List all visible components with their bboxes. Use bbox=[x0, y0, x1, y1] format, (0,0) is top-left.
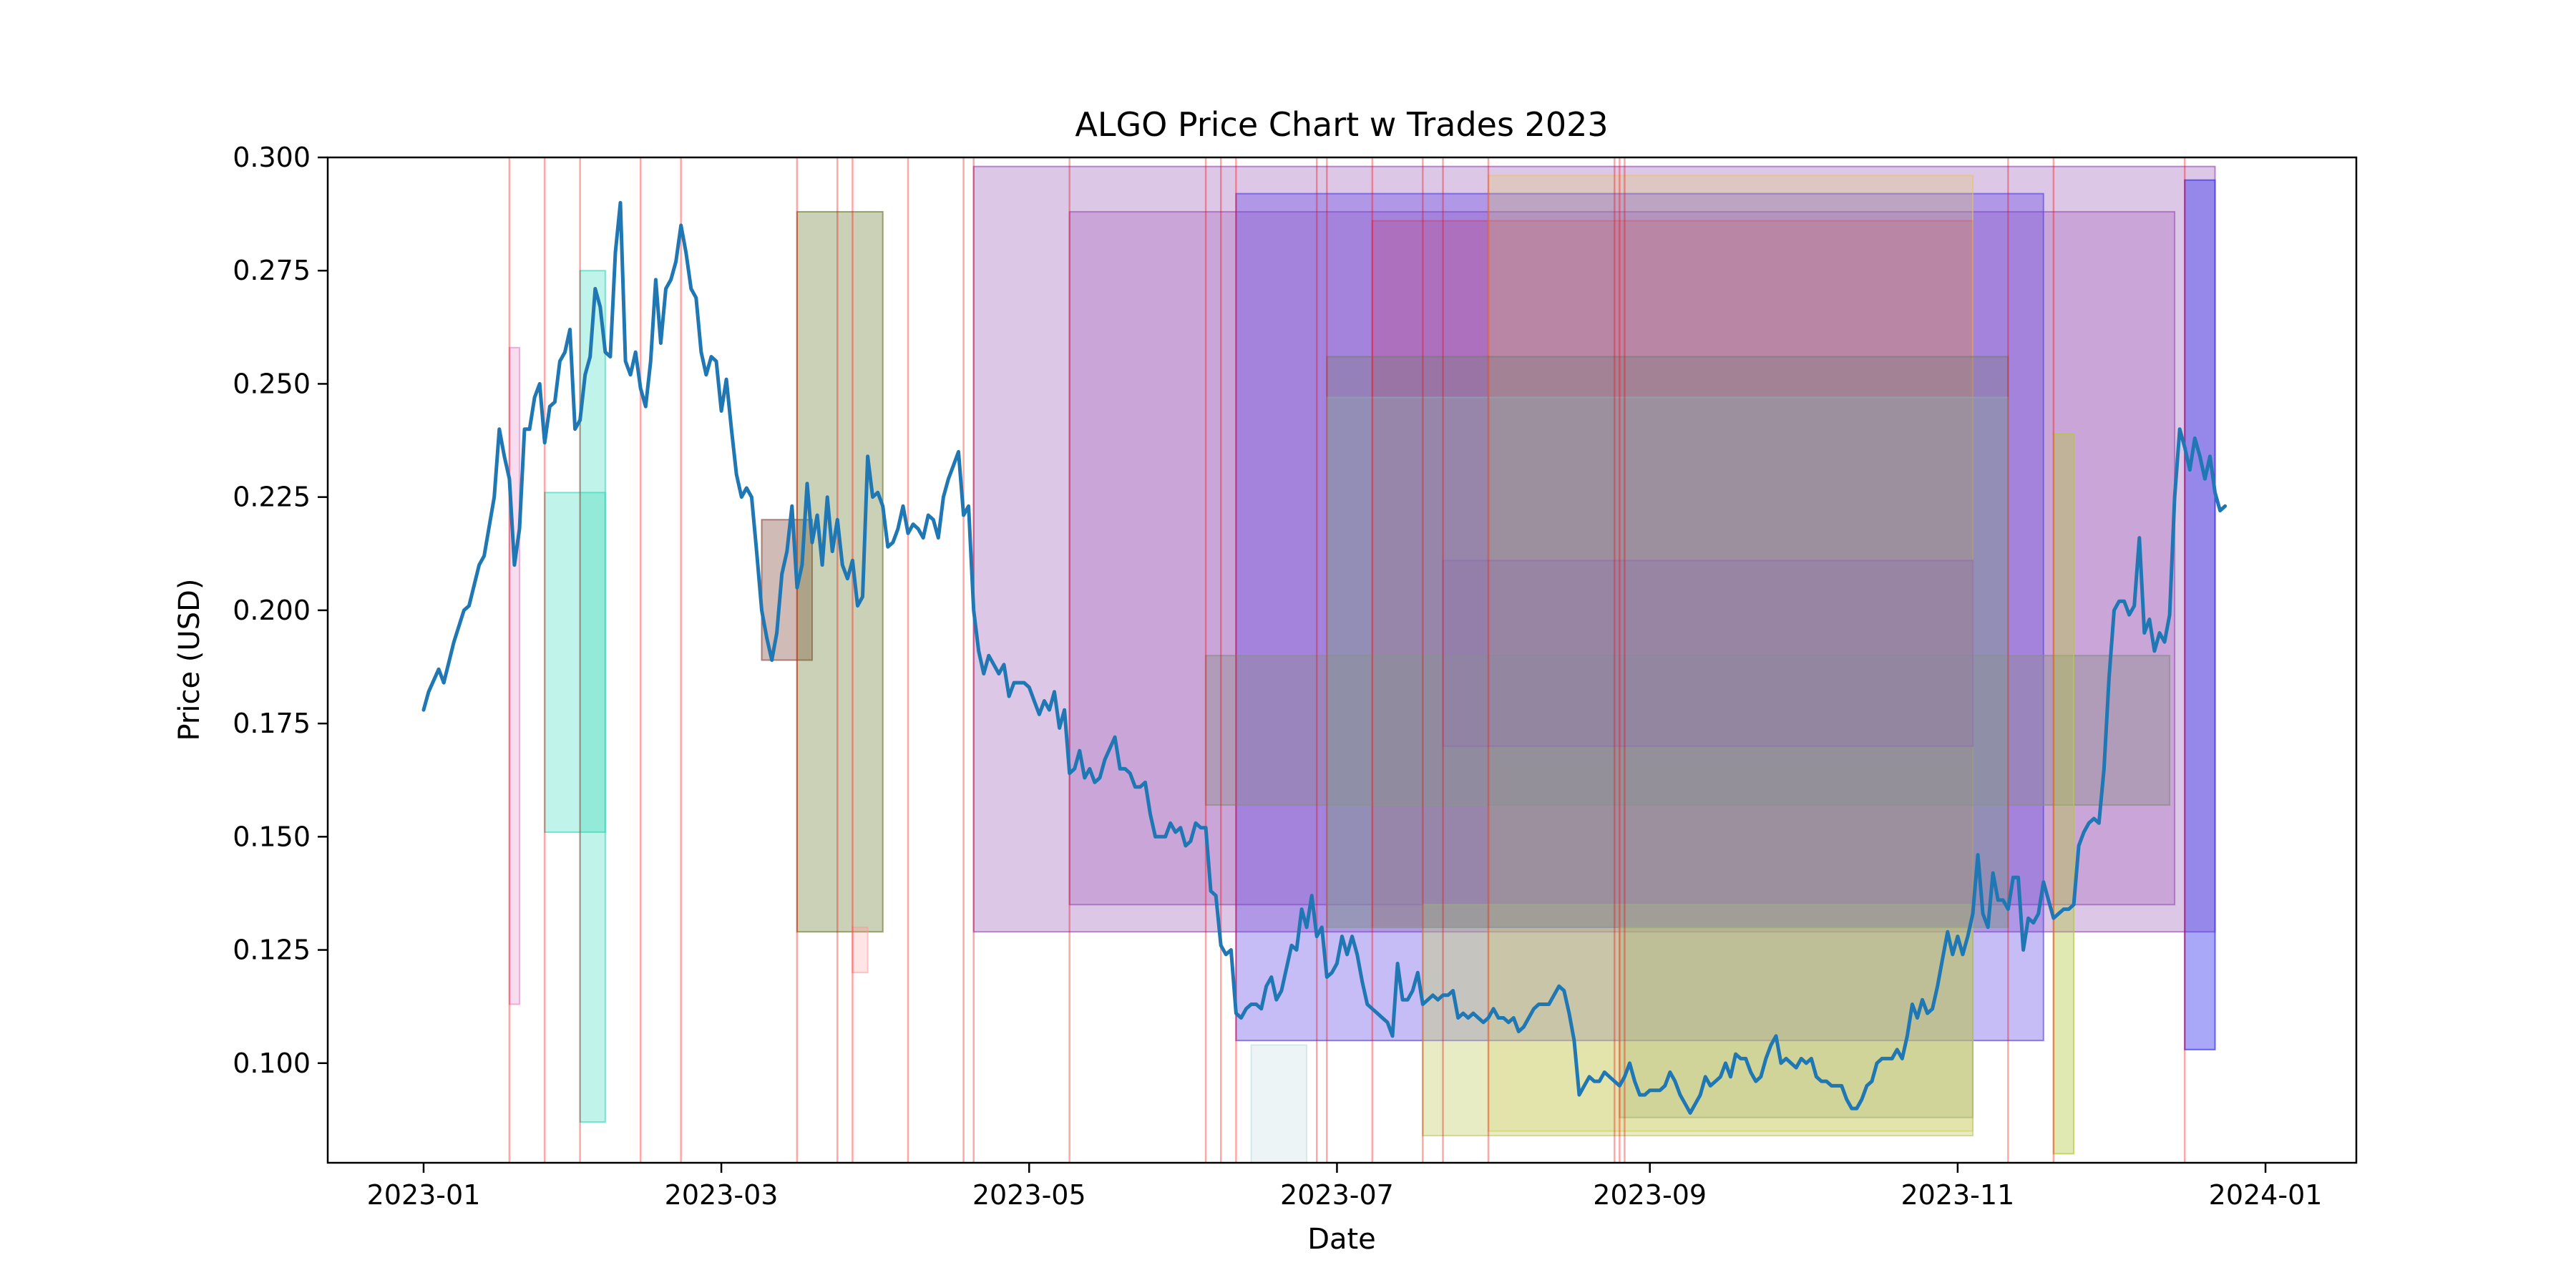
y-axis: 0.100 0.125 0.150 0.175 0.200 0.225 0.250 0.275… bbox=[233, 142, 328, 1079]
trade-box-3 bbox=[579, 270, 606, 1123]
plot-background bbox=[328, 157, 2356, 1163]
trade-box-15 bbox=[1326, 396, 2009, 928]
trade-box-19 bbox=[2052, 433, 2075, 1155]
plot-frame bbox=[326, 156, 2358, 1164]
y-tick-label-4: 0.175 bbox=[233, 708, 311, 739]
y-tick-label-2: 0.125 bbox=[233, 935, 311, 966]
y-tick-label-3: 0.150 bbox=[233, 821, 311, 852]
x-tick-label-1: 2023-01 bbox=[367, 1179, 481, 1211]
x-tick-label-5: 2023-09 bbox=[1593, 1179, 1707, 1211]
trade-box-14 bbox=[1326, 356, 2009, 928]
y-axis-label: Price (USD) bbox=[173, 579, 206, 741]
plot-area bbox=[328, 157, 2356, 1163]
trade-lines-layer bbox=[508, 157, 2186, 1163]
trade-box-10 bbox=[1371, 220, 1974, 928]
series-layer bbox=[421, 200, 2228, 1115]
y-tick-label-8: 0.275 bbox=[233, 255, 311, 286]
trade-box-13 bbox=[1205, 655, 2171, 806]
trade-box-17 bbox=[1250, 1044, 1308, 1163]
trade-box-20 bbox=[2184, 179, 2216, 1050]
x-tick-label-4: 2023-07 bbox=[1280, 1179, 1394, 1211]
price-line-series-1 bbox=[421, 200, 2228, 1115]
y-tick-label-9: 0.300 bbox=[233, 142, 311, 173]
trade-box-1 bbox=[508, 346, 520, 1005]
x-axis-label: Date bbox=[1307, 1223, 1376, 1256]
trade-box-9 bbox=[1235, 192, 2044, 1042]
y-tick-label-1: 0.100 bbox=[233, 1048, 311, 1079]
trade-box-5 bbox=[796, 210, 884, 933]
trade-boxes-layer bbox=[508, 165, 2216, 1163]
x-tick-label-2: 2023-03 bbox=[665, 1179, 779, 1211]
trade-box-6 bbox=[852, 926, 869, 974]
y-tick-label-7: 0.250 bbox=[233, 368, 311, 399]
trade-box-16 bbox=[1442, 560, 1974, 747]
trade-box-18 bbox=[1619, 926, 1974, 1118]
x-axis: 2023-01 2023-03 2023-05 2023-07 2023-09 2023-… bbox=[367, 1163, 2323, 1211]
trade-box-11 bbox=[1488, 175, 1974, 1132]
x-tick-label-6: 2023-11 bbox=[1901, 1179, 2014, 1211]
y-tick-label-5: 0.200 bbox=[233, 595, 311, 626]
chart-title: ALGO Price Chart w Trades 2023 bbox=[1075, 105, 1608, 144]
x-tick-label-3: 2023-05 bbox=[972, 1179, 1086, 1211]
x-tick-label-7: 2024-01 bbox=[2209, 1179, 2323, 1211]
y-tick-label-6: 0.225 bbox=[233, 482, 311, 513]
